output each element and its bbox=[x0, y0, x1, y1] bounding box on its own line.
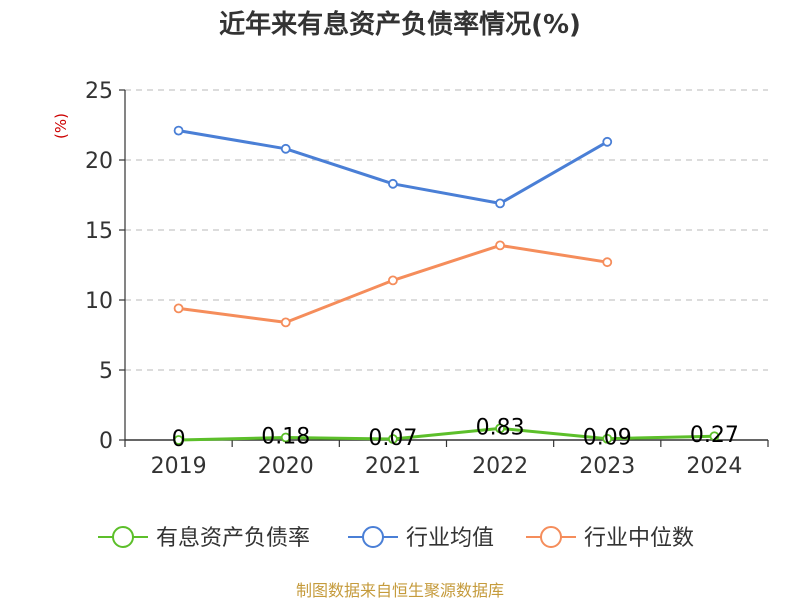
data-label: 0.18 bbox=[261, 424, 310, 449]
y-tick-label: 0 bbox=[99, 429, 113, 454]
legend-label-2: 行业中位数 bbox=[584, 526, 694, 551]
data-label: 0.07 bbox=[368, 426, 417, 451]
series-line-1 bbox=[177, 129, 609, 205]
data-point-0 bbox=[709, 431, 720, 442]
data-point-2 bbox=[495, 240, 505, 251]
chart-title: 近年来有息资产负债率情况(%) bbox=[219, 9, 581, 40]
x-tick-label: 2020 bbox=[258, 454, 314, 479]
legend-marker-2 bbox=[540, 526, 562, 548]
y-axis-unit-label: (%) bbox=[52, 113, 70, 139]
data-point-1 bbox=[280, 143, 291, 154]
data-point-2 bbox=[602, 257, 613, 268]
series-line-0 bbox=[177, 426, 716, 442]
x-tick-label: 2023 bbox=[579, 454, 635, 479]
data-point-1 bbox=[495, 198, 505, 209]
data-label: 0.83 bbox=[476, 415, 525, 440]
y-tick-label: 10 bbox=[85, 289, 113, 314]
x-tick-label: 2024 bbox=[686, 454, 742, 479]
data-point-1 bbox=[602, 136, 613, 147]
legend-label-0: 有息资产负债率 bbox=[156, 526, 310, 551]
data-point-0 bbox=[495, 423, 505, 434]
data-labels: 0 0.18 0.07 0.83 0.09 0.27 bbox=[172, 415, 739, 452]
axes: 0 5 10 15 20 25 2019 2020 2021 2022 2023 2024 bbox=[85, 79, 769, 479]
data-point-0 bbox=[173, 435, 184, 445]
data-point-1 bbox=[388, 178, 398, 189]
y-tick-label: 15 bbox=[85, 219, 113, 244]
x-tick-label: 2019 bbox=[151, 454, 207, 479]
legend-marker-0 bbox=[112, 526, 134, 548]
y-tick-label: 5 bbox=[99, 359, 113, 384]
data-point-2 bbox=[388, 275, 398, 286]
legend[interactable]: 有息资产负债率 行业均值 行业中位数 bbox=[98, 526, 694, 551]
legend-marker-1 bbox=[362, 526, 384, 548]
data-point-0 bbox=[388, 434, 398, 444]
y-tick-label: 25 bbox=[85, 79, 113, 104]
data-point-0 bbox=[602, 433, 613, 444]
data-label: 0 bbox=[172, 427, 186, 452]
x-tick-label: 2022 bbox=[472, 454, 528, 479]
data-label: 0.09 bbox=[583, 426, 632, 451]
source-note: 制图数据来自恒生聚源数据库 bbox=[296, 581, 504, 600]
y-tick-label: 20 bbox=[85, 149, 113, 174]
data-point-2 bbox=[173, 303, 184, 314]
data-point-2 bbox=[280, 317, 291, 328]
data-point-0 bbox=[280, 432, 291, 443]
legend-label-1: 行业均值 bbox=[406, 526, 494, 551]
gridlines bbox=[125, 89, 768, 371]
series-lines bbox=[173, 125, 720, 445]
data-label: 0.27 bbox=[690, 423, 739, 448]
data-point-1 bbox=[173, 125, 184, 136]
x-tick-label: 2021 bbox=[365, 454, 421, 479]
